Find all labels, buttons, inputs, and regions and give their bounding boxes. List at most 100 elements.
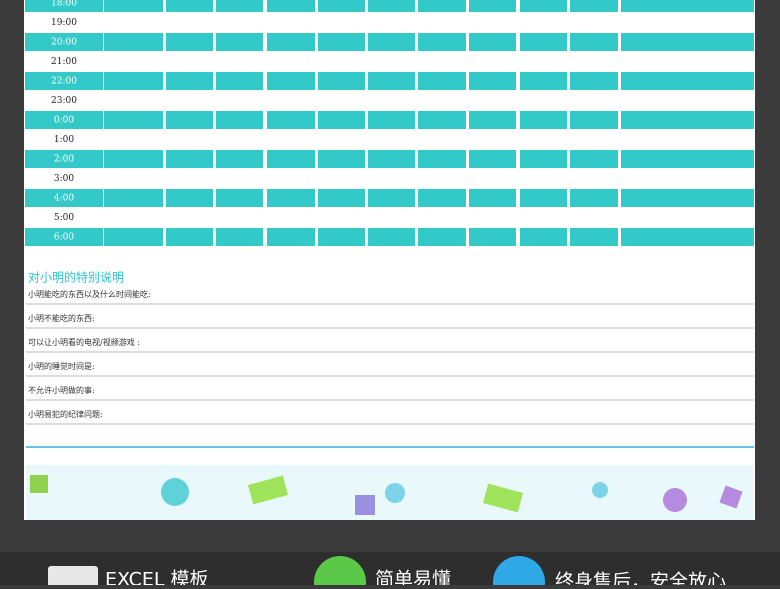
notes-title: 对小明的特别说明 [28, 270, 124, 285]
schedule-cell [469, 33, 516, 51]
schedule-cell [368, 189, 415, 207]
schedule-cell [216, 33, 263, 51]
footer-bar [0, 552, 780, 585]
schedule-cell [520, 150, 567, 168]
check-icon [314, 556, 366, 589]
schedule-cell [570, 228, 618, 246]
note-label: 小明能吃的东西以及什么时间能吃: [28, 289, 151, 299]
schedule-cell [166, 72, 213, 90]
schedule-cell [469, 150, 516, 168]
schedule-cell [418, 72, 466, 90]
schedule-cell [166, 33, 213, 51]
note-label: 小明易犯的纪律问题: [28, 409, 103, 419]
schedule-cell [104, 33, 163, 51]
schedule-cell [104, 0, 163, 12]
schedule-cell [621, 72, 754, 90]
schedule-cell [318, 72, 365, 90]
schedule-cell [570, 33, 618, 51]
time-cell [25, 150, 103, 168]
schedule-cell [104, 189, 163, 207]
schedule-cell [104, 150, 163, 168]
time-label: 19:00 [51, 18, 77, 28]
schedule-cell [570, 150, 618, 168]
schedule-cell [216, 72, 263, 90]
schedule-cell [216, 189, 263, 207]
schedule-cell [520, 0, 567, 12]
note-label: 可以让小明看的电视/视频游戏 : [28, 337, 140, 347]
schedule-cell [216, 111, 263, 129]
schedule-cell [368, 111, 415, 129]
schedule-cell [267, 228, 315, 246]
time-label: 20:00 [51, 38, 77, 48]
schedule-cell [104, 228, 163, 246]
schedule-cell [318, 150, 365, 168]
schedule-cell [216, 228, 263, 246]
schedule-cell [267, 0, 315, 12]
schedule-cell [318, 189, 365, 207]
schedule-cell [418, 33, 466, 51]
schedule-cell [318, 111, 365, 129]
schedule-cell [267, 150, 315, 168]
schedule-cell [469, 72, 516, 90]
time-cell [25, 111, 103, 129]
service-icon [493, 556, 545, 589]
note-label: 不允许小明做的事: [28, 385, 95, 395]
schedule-cell [104, 111, 163, 129]
schedule-cell [418, 150, 466, 168]
schedule-cell [520, 228, 567, 246]
schedule-cell [418, 228, 466, 246]
time-cell [25, 189, 103, 207]
schedule-cell [166, 150, 213, 168]
time-label: 18:00 [51, 0, 77, 9]
schedule-cell [621, 228, 754, 246]
schedule-cell [216, 0, 263, 12]
time-label: 1:00 [54, 135, 74, 145]
footer-text: 终身售后，安全放心 [555, 571, 726, 586]
note-label: 小明不能吃的东西: [28, 313, 95, 323]
schedule-cell [368, 228, 415, 246]
time-cell [25, 72, 103, 90]
schedule-cell [621, 111, 754, 129]
time-cell [25, 228, 103, 246]
schedule-cell [621, 150, 754, 168]
schedule-cell [318, 0, 365, 12]
schedule-cell [166, 0, 213, 12]
schedule-cell [469, 189, 516, 207]
schedule-cell [469, 228, 516, 246]
schedule-cell [368, 0, 415, 12]
schedule-cell [570, 111, 618, 129]
schedule-cell [104, 72, 163, 90]
footer-text: 简单易懂 [375, 569, 451, 586]
schedule-cell [520, 72, 567, 90]
schedule-cell [267, 111, 315, 129]
time-label: 22:00 [51, 77, 77, 87]
schedule-cell [520, 33, 567, 51]
time-cell [25, 33, 103, 51]
schedule-cell [368, 72, 415, 90]
schedule-cell [418, 111, 466, 129]
schedule-cell [520, 189, 567, 207]
excel-icon [48, 566, 98, 588]
schedule-cell [318, 33, 365, 51]
time-label: 21:00 [51, 57, 77, 67]
schedule-cell [267, 189, 315, 207]
schedule-cell [318, 228, 365, 246]
schedule-cell [166, 111, 213, 129]
schedule-cell [570, 72, 618, 90]
time-label: 0:00 [54, 116, 74, 126]
decoration [26, 465, 754, 520]
schedule-cell [216, 150, 263, 168]
schedule-cell [469, 0, 516, 12]
schedule-cell [520, 111, 567, 129]
schedule-cell [621, 189, 754, 207]
schedule-cell [368, 33, 415, 51]
schedule-cell [166, 189, 213, 207]
schedule-cell [418, 189, 466, 207]
schedule-cell [621, 0, 754, 12]
time-cell [25, 0, 103, 12]
time-label: 3:00 [54, 174, 74, 184]
time-label: 4:00 [54, 194, 74, 204]
schedule-cell [469, 111, 516, 129]
time-label: 5:00 [54, 213, 74, 223]
schedule-cell [621, 33, 754, 51]
